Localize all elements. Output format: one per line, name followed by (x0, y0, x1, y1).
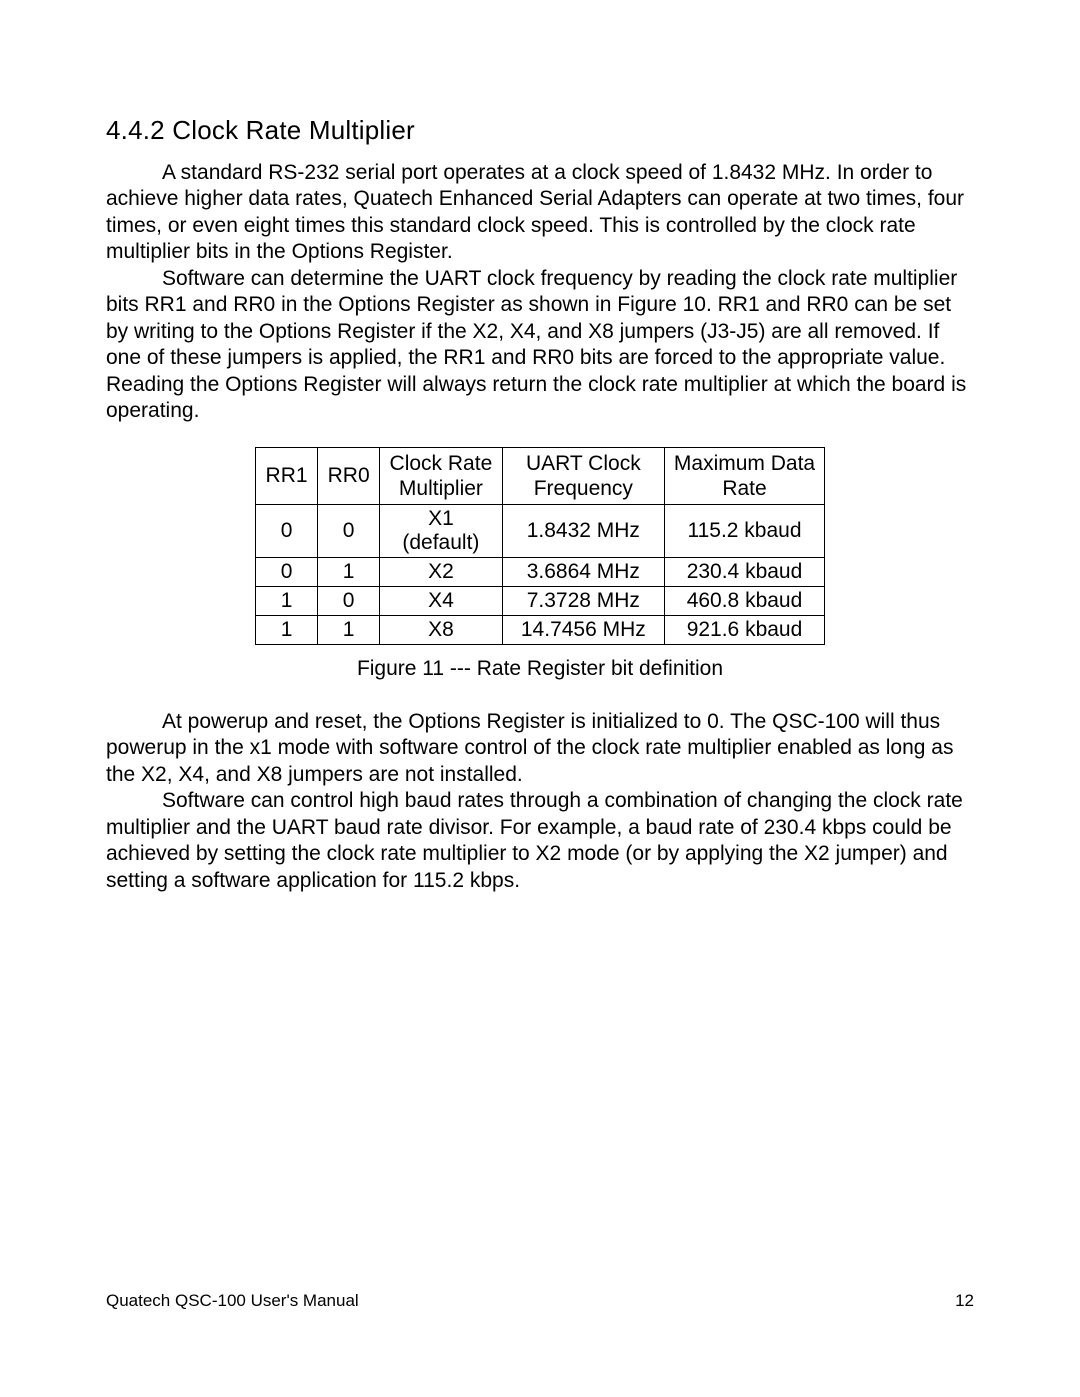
cell-rate: 230.4 kbaud (665, 557, 825, 586)
cell-mult-l1: X1 (428, 507, 454, 530)
clock-rate-table: RR1 RR0 Clock Rate Multiplier UART Clock… (255, 447, 825, 645)
table-row: 0 0 X1 (default) 1.8432 MHz 115.2 kbaud (256, 504, 825, 557)
footer-left: Quatech QSC-100 User's Manual (106, 1291, 359, 1311)
cell-rate: 460.8 kbaud (665, 586, 825, 615)
cell-freq: 7.3728 MHz (502, 586, 664, 615)
cell-freq: 1.8432 MHz (502, 504, 664, 557)
cell-rr1: 1 (256, 586, 318, 615)
col-mult-l2: Multiplier (399, 477, 483, 500)
paragraph-1: A standard RS-232 serial port operates a… (106, 160, 974, 266)
col-rr0: RR0 (318, 447, 380, 504)
section-heading: 4.4.2 Clock Rate Multiplier (106, 115, 974, 146)
cell-rr0: 1 (318, 557, 380, 586)
col-rate-l1: Maximum Data (674, 452, 815, 475)
cell-rr1: 0 (256, 504, 318, 557)
cell-rr1: 0 (256, 557, 318, 586)
col-rate-l2: Rate (722, 477, 766, 500)
figure-caption: Figure 11 --- Rate Register bit definiti… (106, 657, 974, 681)
footer-page-number: 12 (955, 1291, 974, 1311)
cell-rate: 921.6 kbaud (665, 615, 825, 644)
cell-mult: X1 (default) (380, 504, 503, 557)
col-mult-l1: Clock Rate (390, 452, 493, 475)
table-row: 1 0 X4 7.3728 MHz 460.8 kbaud (256, 586, 825, 615)
cell-mult: X2 (380, 557, 503, 586)
cell-freq: 14.7456 MHz (502, 615, 664, 644)
rate-register-table: RR1 RR0 Clock Rate Multiplier UART Clock… (255, 447, 825, 645)
cell-mult-l2: (default) (402, 531, 479, 554)
cell-rr0: 0 (318, 504, 380, 557)
cell-rr0: 0 (318, 586, 380, 615)
table-row: 0 1 X2 3.6864 MHz 230.4 kbaud (256, 557, 825, 586)
paragraph-3: At powerup and reset, the Options Regist… (106, 709, 974, 788)
document-page: 4.4.2 Clock Rate Multiplier A standard R… (0, 0, 1080, 1397)
cell-rr0: 1 (318, 615, 380, 644)
cell-rate: 115.2 kbaud (665, 504, 825, 557)
cell-rr1: 1 (256, 615, 318, 644)
col-rate: Maximum Data Rate (665, 447, 825, 504)
cell-mult: X8 (380, 615, 503, 644)
col-rr1: RR1 (256, 447, 318, 504)
col-multiplier: Clock Rate Multiplier (380, 447, 503, 504)
paragraph-4: Software can control high baud rates thr… (106, 788, 974, 894)
col-frequency: UART Clock Frequency (502, 447, 664, 504)
table-row: 1 1 X8 14.7456 MHz 921.6 kbaud (256, 615, 825, 644)
cell-freq: 3.6864 MHz (502, 557, 664, 586)
paragraph-2: Software can determine the UART clock fr… (106, 266, 974, 425)
col-freq-l2: Frequency (534, 477, 633, 500)
page-footer: Quatech QSC-100 User's Manual 12 (106, 1291, 974, 1311)
table-header-row: RR1 RR0 Clock Rate Multiplier UART Clock… (256, 447, 825, 504)
cell-mult: X4 (380, 586, 503, 615)
col-freq-l1: UART Clock (526, 452, 641, 475)
